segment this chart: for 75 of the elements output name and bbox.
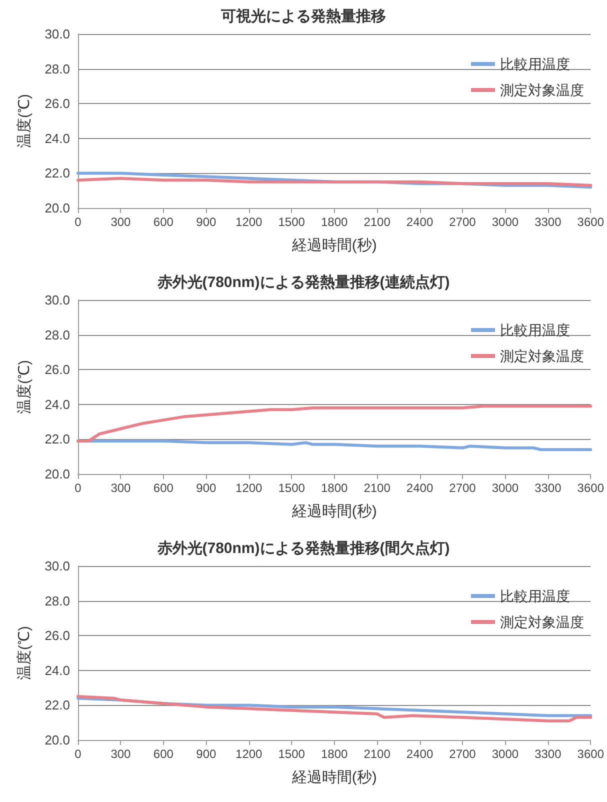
x-tick-label: 3000 bbox=[492, 215, 519, 229]
y-tick-label: 26.0 bbox=[44, 628, 70, 644]
x-tick-label: 1500 bbox=[278, 747, 306, 761]
y-tick-label: 24.0 bbox=[44, 130, 70, 146]
x-tick-label: 900 bbox=[196, 215, 216, 229]
x-tick-label: 600 bbox=[153, 215, 174, 229]
x-tick-label: 2400 bbox=[406, 215, 434, 229]
x-tick-label: 0 bbox=[74, 215, 82, 229]
x-tick-label: 1200 bbox=[236, 215, 263, 229]
x-tick-label: 3000 bbox=[492, 481, 519, 495]
y-tick-label: 20.0 bbox=[44, 732, 70, 748]
y-tick-label: 28.0 bbox=[44, 61, 70, 76]
y-axis-title: 温度(℃) bbox=[16, 626, 33, 680]
x-axis-title: 経過時間(秒) bbox=[290, 769, 377, 786]
legend-label: 測定対象温度 bbox=[500, 82, 584, 98]
x-tick-label: 300 bbox=[110, 481, 132, 495]
line-series bbox=[76, 404, 592, 442]
x-tick-label: 3600 bbox=[577, 215, 604, 229]
x-tick-label: 2700 bbox=[449, 747, 476, 761]
x-tick-label: 0 bbox=[74, 747, 82, 761]
x-tick-label: 1200 bbox=[236, 747, 263, 761]
x-tick-label: 600 bbox=[153, 481, 174, 495]
x-tick-label: 3000 bbox=[492, 747, 519, 761]
y-tick-label: 24.0 bbox=[44, 396, 70, 412]
legend-label: 測定対象温度 bbox=[500, 348, 584, 364]
y-tick-label: 26.0 bbox=[44, 96, 70, 112]
x-tick-label: 2100 bbox=[364, 481, 391, 495]
chart-title: 可視光による発熱量推移 bbox=[220, 8, 386, 25]
y-tick-label: 28.0 bbox=[44, 593, 70, 608]
x-tick-label: 3600 bbox=[577, 747, 604, 761]
legend-label: 比較用温度 bbox=[500, 322, 570, 338]
line-series bbox=[76, 695, 592, 722]
x-tick-label: 3300 bbox=[534, 215, 562, 229]
y-tick-label: 22.0 bbox=[44, 698, 70, 713]
legend-label: 測定対象温度 bbox=[500, 614, 584, 630]
x-tick-label: 300 bbox=[110, 747, 132, 761]
x-tick-label: 3300 bbox=[534, 747, 562, 761]
x-tick-label: 3600 bbox=[577, 481, 604, 495]
legend-label: 比較用温度 bbox=[500, 56, 570, 72]
x-tick-label: 1500 bbox=[278, 481, 306, 495]
y-tick-label: 22.0 bbox=[44, 432, 70, 447]
chart-title: 赤外光(780nm)による発熱量推移(連続点灯) bbox=[156, 274, 450, 291]
x-tick-label: 3300 bbox=[534, 481, 562, 495]
x-tick-label: 900 bbox=[196, 481, 216, 495]
x-axis-title: 経過時間(秒) bbox=[290, 237, 377, 254]
y-axis-title: 温度(℃) bbox=[16, 94, 33, 148]
y-tick-label: 30.0 bbox=[44, 558, 70, 574]
x-tick-label: 1800 bbox=[320, 215, 348, 229]
line-series bbox=[76, 176, 592, 187]
x-axis-title: 経過時間(秒) bbox=[290, 503, 377, 520]
x-tick-label: 1800 bbox=[320, 747, 348, 761]
y-axis-title: 温度(℃) bbox=[16, 360, 33, 414]
x-tick-label: 2400 bbox=[406, 747, 434, 761]
x-tick-label: 600 bbox=[153, 747, 174, 761]
x-tick-label: 2100 bbox=[364, 215, 391, 229]
y-tick-label: 22.0 bbox=[44, 166, 70, 181]
x-tick-label: 2700 bbox=[449, 481, 476, 495]
x-tick-label: 0 bbox=[74, 481, 82, 495]
y-tick-label: 28.0 bbox=[44, 327, 70, 342]
x-tick-label: 900 bbox=[196, 747, 216, 761]
y-tick-label: 30.0 bbox=[44, 292, 70, 308]
x-tick-label: 300 bbox=[110, 215, 132, 229]
legend-label: 比較用温度 bbox=[500, 588, 570, 604]
y-tick-label: 20.0 bbox=[44, 200, 70, 216]
x-tick-label: 2400 bbox=[406, 481, 434, 495]
x-tick-label: 1500 bbox=[278, 215, 306, 229]
y-tick-label: 24.0 bbox=[44, 662, 70, 678]
x-tick-label: 2100 bbox=[364, 747, 391, 761]
chart-title: 赤外光(780nm)による発熱量推移(間欠点灯) bbox=[156, 540, 450, 557]
y-tick-label: 26.0 bbox=[44, 362, 70, 378]
x-tick-label: 1200 bbox=[236, 481, 263, 495]
y-tick-label: 20.0 bbox=[44, 466, 70, 482]
y-tick-label: 30.0 bbox=[44, 26, 70, 42]
x-tick-label: 2700 bbox=[449, 215, 476, 229]
x-tick-label: 1800 bbox=[320, 481, 348, 495]
